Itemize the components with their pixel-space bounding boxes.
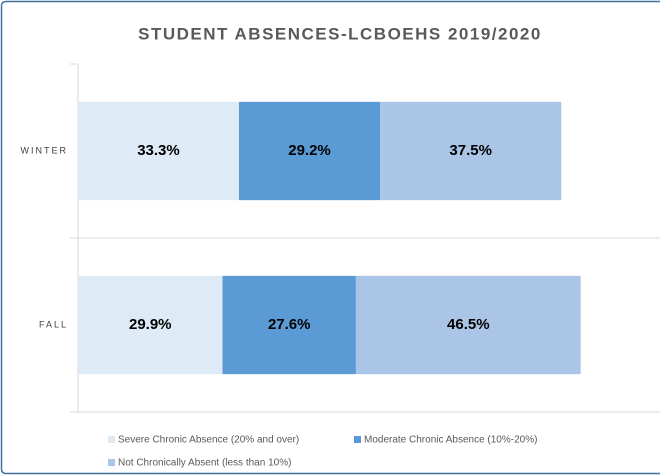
data-label: 27.6% [268,316,311,333]
bar-segment [78,101,239,201]
data-label: 46.5% [447,316,490,333]
bar-segment [355,275,581,375]
data-label: 29.9% [129,316,172,333]
y-tick-label: WINTER [21,145,69,155]
legend-label: Not Chronically Absent (less than 10%) [118,458,291,469]
data-label: 37.5% [449,142,492,159]
legend-swatch [108,436,115,443]
data-label: 33.3% [137,142,180,159]
bar-segment [380,101,562,201]
legend-label: Moderate Chronic Absence (10%-20%) [364,435,537,446]
chart-title: STUDENT ABSENCES-LCBOEHS 2019/2020 [138,24,542,43]
bar-segment [222,275,356,375]
legend-label: Severe Chronic Absence (20% and over) [118,435,299,446]
legend-swatch [354,436,361,443]
data-label: 29.2% [288,142,331,159]
legend-swatch [108,459,115,466]
y-tick-label: FALL [39,319,68,329]
bar-segment [78,275,223,375]
bar-segment [238,101,381,201]
